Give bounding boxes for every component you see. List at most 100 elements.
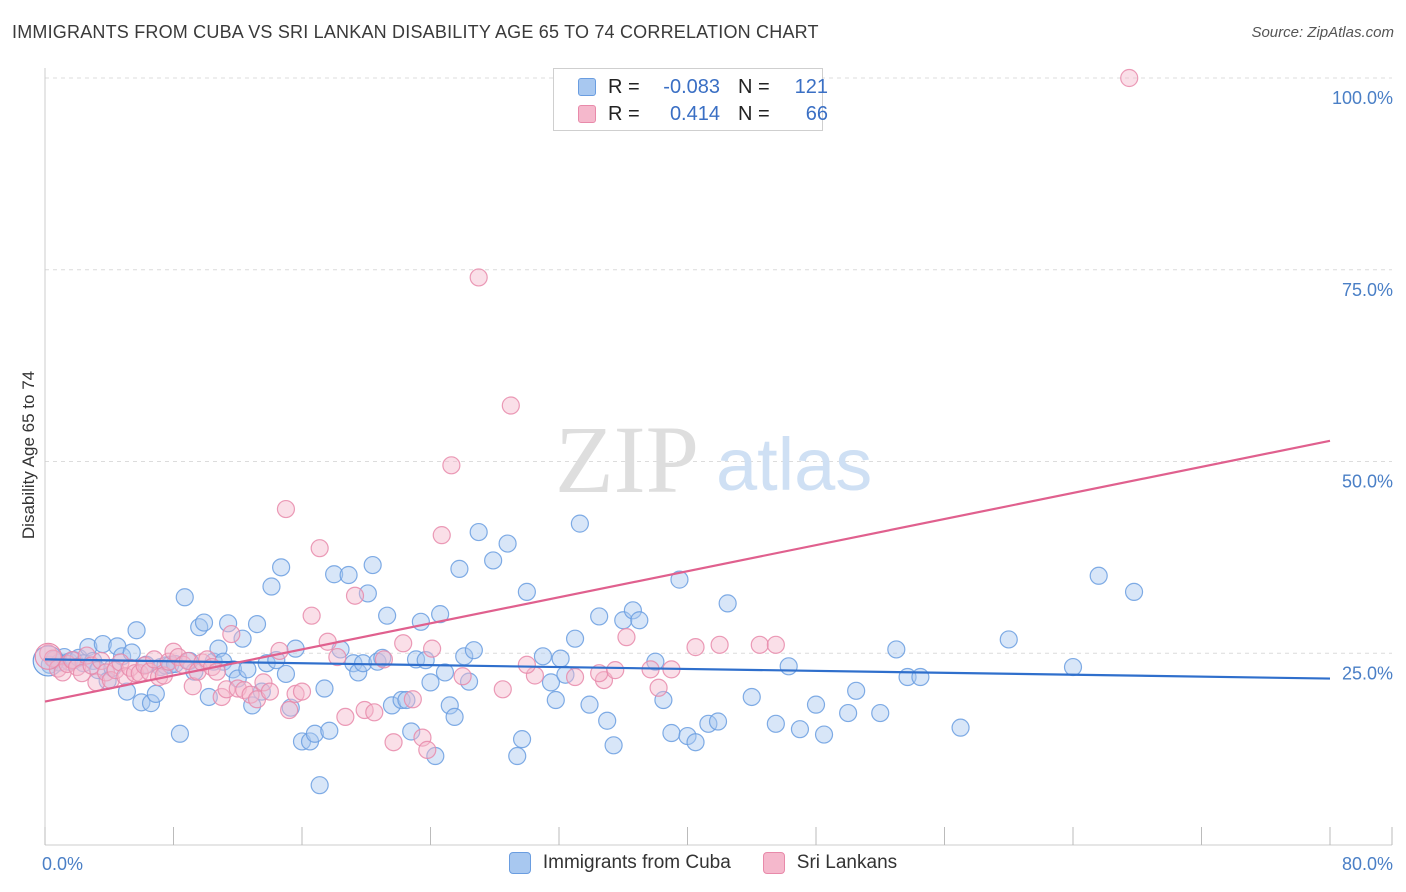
point-cuba bbox=[551, 649, 570, 668]
point-srilankan bbox=[617, 628, 636, 647]
point-srilankan-cluster bbox=[34, 642, 62, 670]
watermark: ZIP atlas bbox=[555, 406, 872, 513]
point-cuba bbox=[570, 514, 589, 533]
legend-r-value: 0.414 bbox=[669, 102, 720, 125]
point-cuba bbox=[498, 534, 517, 553]
point-cuba bbox=[141, 694, 161, 713]
point-srilankan bbox=[72, 664, 92, 683]
point-srilankan bbox=[606, 661, 625, 680]
y-axis-label: Disability Age 65 to 74 bbox=[19, 371, 38, 539]
point-srilankan bbox=[418, 740, 437, 759]
legend-label-cuba: Immigrants from Cuba bbox=[542, 852, 731, 873]
point-cuba bbox=[132, 693, 151, 712]
point-cuba bbox=[590, 607, 609, 626]
point-srilankan bbox=[649, 678, 668, 697]
y-tick-label: 75.0% bbox=[1342, 280, 1393, 300]
point-srilankan bbox=[403, 690, 422, 709]
point-srilankan bbox=[39, 644, 58, 663]
watermark-atlas: atlas bbox=[716, 423, 872, 506]
point-srilankan bbox=[111, 653, 130, 672]
point-srilankan bbox=[686, 638, 705, 657]
y-tick-label: 100.0% bbox=[1332, 88, 1393, 108]
point-cuba bbox=[806, 695, 826, 714]
point-cuba bbox=[445, 707, 464, 727]
point-cuba bbox=[670, 570, 689, 589]
point-cuba bbox=[117, 682, 137, 701]
legend-r-label: R = bbox=[608, 102, 640, 125]
point-cuba bbox=[790, 720, 810, 739]
point-cuba bbox=[839, 703, 858, 723]
point-srilankan bbox=[432, 526, 451, 545]
point-srilankan bbox=[328, 647, 347, 667]
point-srilankan bbox=[1120, 68, 1139, 88]
legend-item-cuba: Immigrants from Cuba bbox=[508, 852, 731, 874]
point-cuba bbox=[779, 657, 798, 676]
point-cuba bbox=[228, 669, 247, 688]
point-srilankan bbox=[318, 632, 337, 651]
legend-swatch-pink bbox=[762, 852, 785, 874]
point-srilankan bbox=[442, 456, 461, 475]
point-cuba bbox=[310, 776, 329, 795]
chart-title: IMMIGRANTS FROM CUBA VS SRI LANKAN DISAB… bbox=[12, 22, 819, 42]
point-cuba bbox=[199, 687, 218, 707]
point-cuba bbox=[146, 684, 165, 704]
point-srilankan bbox=[145, 650, 164, 669]
point-cuba bbox=[630, 611, 649, 630]
point-cuba bbox=[887, 640, 906, 659]
x-tick-label: 0.0% bbox=[42, 854, 83, 874]
legend-swatch-pink bbox=[578, 105, 596, 123]
point-cuba bbox=[623, 601, 642, 620]
point-cuba bbox=[194, 613, 214, 632]
point-srilankan bbox=[222, 624, 241, 644]
trend-lines bbox=[44, 439, 1331, 703]
correlation-legend: R = -0.083 N = 121 R = 0.414 N = 66 bbox=[553, 68, 828, 131]
point-cuba bbox=[565, 629, 585, 648]
point-srilankan bbox=[493, 680, 512, 699]
point-srilankan bbox=[423, 639, 442, 658]
point-cuba bbox=[911, 667, 930, 687]
point-cuba bbox=[580, 695, 599, 714]
point-srilankan bbox=[453, 667, 472, 686]
point-srilankan bbox=[241, 685, 260, 704]
point-srilankan bbox=[565, 667, 585, 687]
legend-r-label: R = bbox=[608, 75, 640, 98]
point-cuba bbox=[604, 736, 623, 755]
point-cuba bbox=[708, 712, 728, 731]
point-cuba bbox=[397, 690, 416, 710]
point-cuba bbox=[508, 746, 527, 766]
point-cuba bbox=[517, 582, 536, 601]
point-cuba bbox=[325, 565, 344, 584]
point-cuba bbox=[512, 730, 532, 749]
point-cuba bbox=[440, 696, 459, 715]
point-cuba bbox=[435, 663, 455, 682]
point-cuba bbox=[469, 522, 488, 542]
point-cuba bbox=[742, 687, 761, 707]
point-srilankan bbox=[235, 680, 254, 700]
legend-n-value: 66 bbox=[805, 102, 828, 125]
point-cuba bbox=[378, 606, 397, 625]
source-label: Source: ZipAtlas.com bbox=[1251, 24, 1394, 41]
legend-row-cuba: R = -0.083 N = 121 bbox=[578, 74, 828, 100]
point-cuba bbox=[450, 559, 469, 578]
point-cuba bbox=[951, 718, 970, 737]
y-tick-label: 25.0% bbox=[1342, 663, 1393, 683]
point-cuba bbox=[402, 722, 421, 741]
axes bbox=[44, 68, 1393, 846]
point-srilankan bbox=[125, 664, 145, 683]
point-cuba bbox=[541, 673, 561, 692]
point-cuba bbox=[320, 721, 339, 740]
point-cuba bbox=[1124, 582, 1144, 601]
point-cuba bbox=[276, 664, 296, 684]
legend-swatch-blue bbox=[578, 78, 596, 96]
point-cuba bbox=[1089, 566, 1108, 585]
point-srilankan bbox=[292, 682, 312, 701]
point-srilankan bbox=[469, 268, 488, 287]
point-cuba bbox=[219, 614, 238, 633]
point-cuba bbox=[262, 577, 281, 596]
point-srilankan bbox=[310, 539, 329, 558]
point-cuba bbox=[363, 555, 382, 575]
series-cuba-points bbox=[32, 514, 1144, 795]
point-srilankan bbox=[501, 396, 520, 415]
legend-n-value: 121 bbox=[794, 75, 828, 98]
